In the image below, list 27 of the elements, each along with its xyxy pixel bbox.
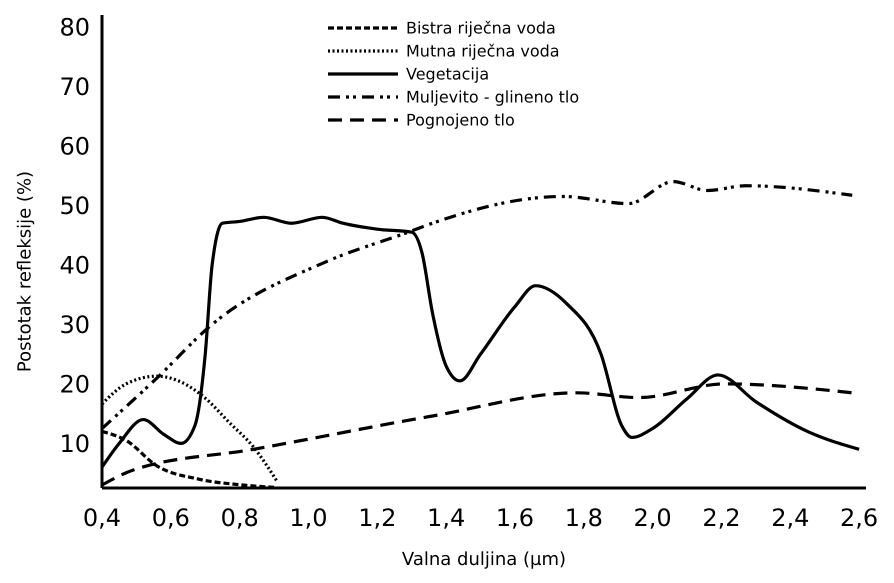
x-tick-label: 0,6 (152, 504, 190, 532)
legend-label: Vegetacija (406, 64, 490, 84)
x-tick-label: 2,2 (702, 504, 741, 532)
legend-label: Bistra riječna voda (406, 18, 556, 38)
legend-label: Muljevito - glineno tlo (406, 88, 580, 107)
x-tick-label: 1,8 (564, 504, 603, 532)
x-tick-label: 1,2 (358, 504, 396, 532)
legend-label: Pognojeno tlo (406, 110, 515, 130)
y-tick-label: 20 (59, 370, 90, 398)
legend-label: Mutna riječna voda (406, 42, 560, 61)
y-tick-label: 80 (59, 13, 90, 42)
x-tick-label: 2,0 (634, 504, 672, 532)
x-tick-label: 1,4 (427, 504, 466, 532)
x-tick-label: 1,0 (289, 504, 328, 532)
y-axis-title: Postotak refleksije (%) (14, 170, 36, 372)
x-axis-title: Valna duljina (µm) (402, 549, 566, 570)
y-tick-label: 60 (59, 132, 90, 160)
x-tick-label: 2,6 (840, 504, 878, 532)
y-tick-label: 30 (59, 310, 90, 339)
y-tick-label: 40 (59, 251, 90, 280)
x-tick-label: 0,4 (82, 504, 122, 532)
y-tick-label: 50 (59, 192, 90, 220)
x-tick-label: 0,8 (220, 504, 259, 532)
y-tick-label: 10 (59, 430, 90, 458)
x-tick-label: 1,6 (496, 504, 534, 532)
x-tick-label: 2,4 (771, 504, 810, 532)
y-tick-label: 70 (59, 72, 90, 101)
